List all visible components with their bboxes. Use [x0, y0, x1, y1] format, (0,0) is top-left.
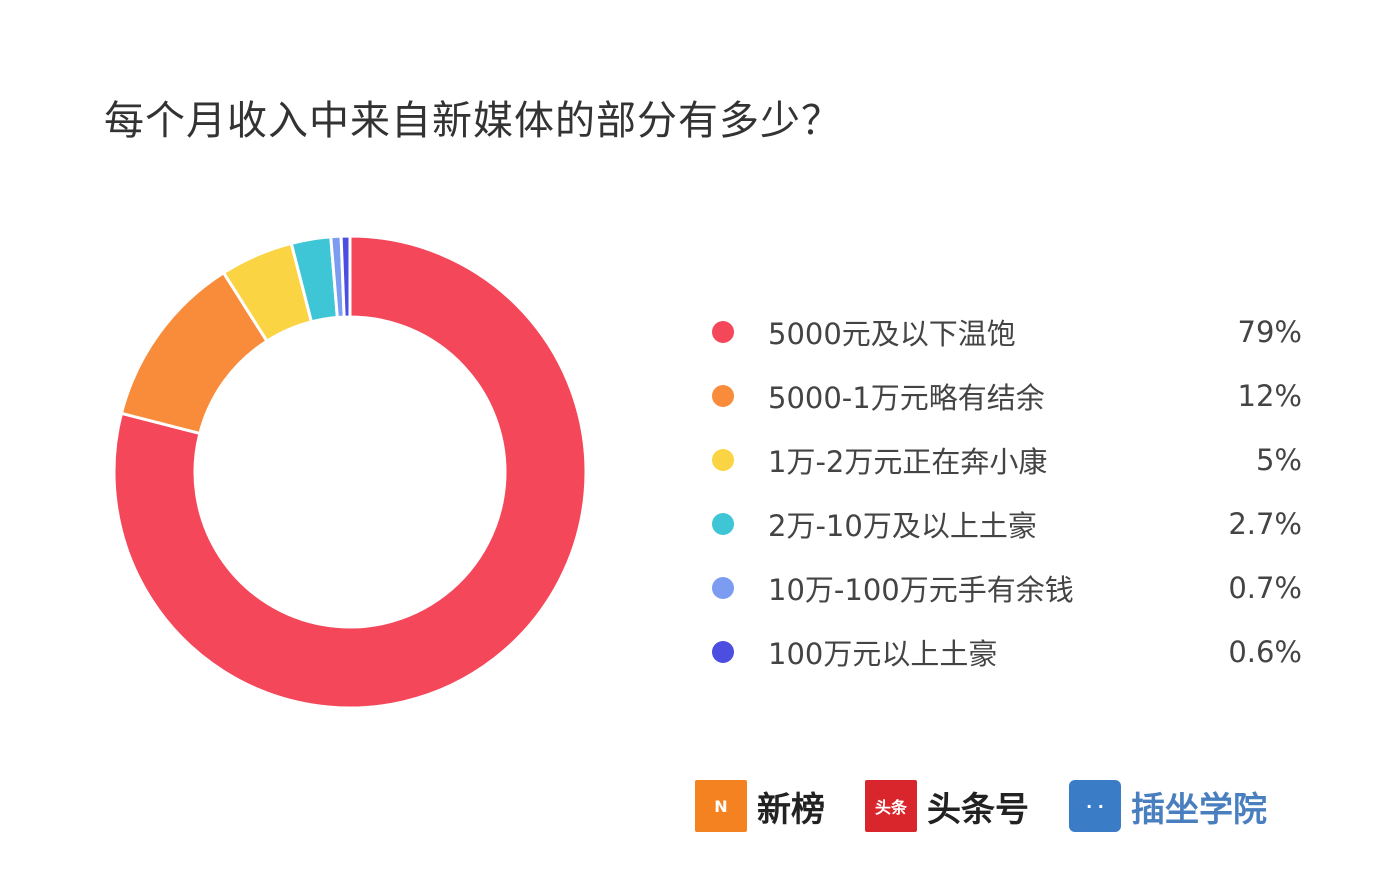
legend-item: 2万-10万及以上土豪 2.7% [712, 492, 1302, 556]
legend-item: 10万-100万元手有余钱 0.7% [712, 556, 1302, 620]
chart-title: 每个月收入中来自新媒体的部分有多少？ [104, 98, 842, 144]
donut-chart [112, 234, 588, 710]
legend-dot-icon [712, 641, 734, 663]
logo-name: 新榜 [757, 789, 825, 830]
legend-dot-icon [712, 385, 734, 407]
logo-mark-icon: · · [1069, 780, 1121, 832]
logo-2: · · 插坐学院 [1069, 780, 1267, 832]
legend-item: 5000-1万元略有结余 12% [712, 364, 1302, 428]
logo-1: 头条 头条号 [865, 780, 1029, 832]
logo-name: 头条号 [927, 789, 1029, 830]
logo-mark-icon: N [695, 780, 747, 832]
legend-dot-icon [712, 321, 734, 343]
legend-value: 2.7% [1228, 507, 1302, 541]
logo-mark-icon: 头条 [865, 780, 917, 832]
legend-value: 0.6% [1228, 635, 1302, 669]
legend-value: 12% [1237, 379, 1302, 413]
legend-label: 5000-1万元略有结余 [768, 381, 1045, 415]
legend-item: 5000元及以下温饱 79% [712, 300, 1302, 364]
legend-dot-icon [712, 577, 734, 599]
legend-item: 100万元以上土豪 0.6% [712, 620, 1302, 684]
logo-0: N 新榜 [695, 780, 825, 832]
legend-dot-icon [712, 513, 734, 535]
logo-name: 插坐学院 [1131, 789, 1267, 830]
legend-label: 10万-100万元手有余钱 [768, 573, 1074, 607]
legend-label: 5000元及以下温饱 [768, 317, 1016, 351]
legend: 5000元及以下温饱 79% 5000-1万元略有结余 12% 1万-2万元正在… [712, 300, 1302, 684]
legend-label: 2万-10万及以上土豪 [768, 509, 1037, 543]
donut-slice-0 [112, 234, 588, 710]
donut-slice-5 [339, 234, 352, 319]
legend-value: 79% [1237, 315, 1302, 349]
legend-item: 1万-2万元正在奔小康 5% [712, 428, 1302, 492]
legend-value: 0.7% [1228, 571, 1302, 605]
legend-value: 5% [1255, 443, 1302, 477]
legend-label: 1万-2万元正在奔小康 [768, 445, 1048, 479]
legend-dot-icon [712, 449, 734, 471]
legend-label: 100万元以上土豪 [768, 637, 998, 671]
logo-bar: N 新榜 头条 头条号 · · 插坐学院 [695, 780, 1267, 832]
